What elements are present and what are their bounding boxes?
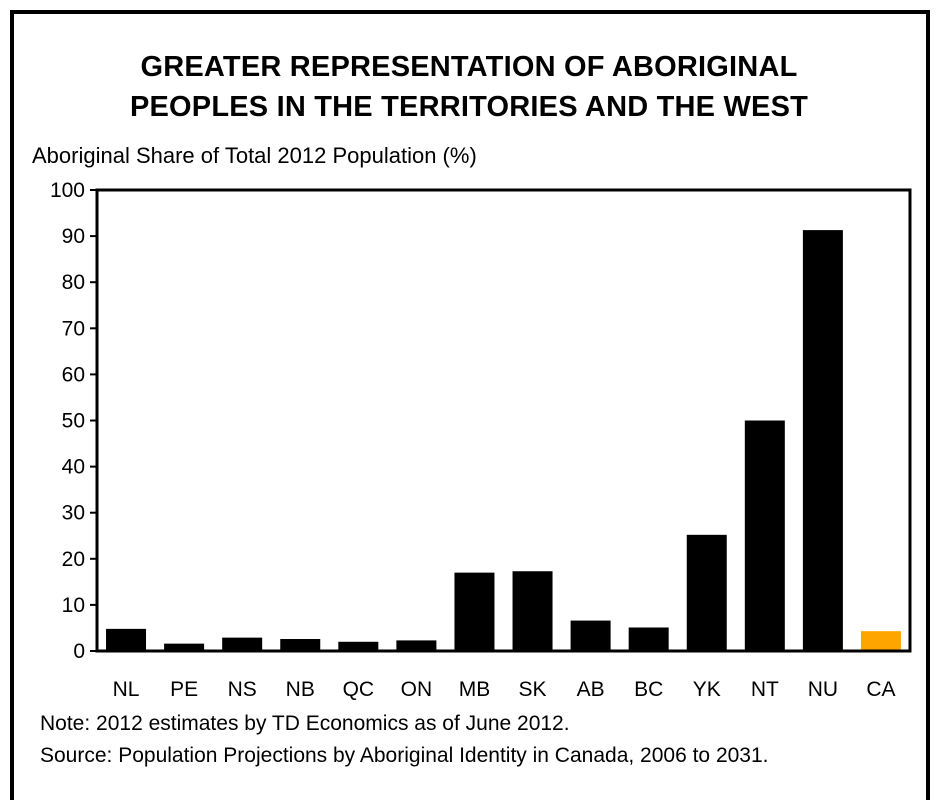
bar-nb <box>280 639 321 651</box>
x-tick-label-qc: QC <box>343 678 375 701</box>
x-tick-label-nl: NL <box>113 678 140 701</box>
plot-area-border <box>95 188 912 653</box>
y-tick-label: 10 <box>62 594 85 617</box>
bar-nt <box>744 420 785 651</box>
bar-mb <box>454 572 495 651</box>
bar-ca <box>860 631 901 651</box>
x-tick-label-ab: AB <box>577 678 605 701</box>
chart-title: GREATER REPRESENTATION OF ABORIGINAL PEO… <box>0 47 938 127</box>
y-tick-label: 60 <box>62 363 85 386</box>
x-tick-label-nb: NB <box>286 678 315 701</box>
x-tick-label-nu: NU <box>808 678 838 701</box>
y-tick-label: 90 <box>62 225 85 248</box>
y-tick-label: 20 <box>62 548 85 571</box>
y-tick-label: 30 <box>62 502 85 525</box>
chart-title-line-2: PEOPLES IN THE TERRITORIES AND THE WEST <box>129 91 809 123</box>
y-axis-ticks: 0 10 20 30 40 50 60 70 80 90 100 <box>50 179 97 663</box>
bar-ns <box>222 637 263 651</box>
y-tick-label: 70 <box>62 317 85 340</box>
chart-title-line-1: GREATER REPRESENTATION OF ABORIGINAL <box>140 51 798 83</box>
x-tick-label-mb: MB <box>459 678 491 701</box>
x-tick-label-yk: YK <box>693 678 721 701</box>
bar-on <box>396 640 437 651</box>
bar-yk <box>686 534 727 651</box>
x-tick-label-bc: BC <box>634 678 663 701</box>
x-tick-label-sk: SK <box>519 678 547 701</box>
x-axis-labels: NL PE NS NB QC ON MB SK AB BC YK NT NU CA <box>113 678 896 701</box>
notes: Note: 2012 estimates by TD Economics as … <box>40 708 769 772</box>
x-tick-label-nt: NT <box>751 678 779 701</box>
y-tick-label: 50 <box>62 410 85 433</box>
bar-nl <box>106 628 147 651</box>
bar-nu <box>802 230 843 651</box>
bars <box>106 230 901 651</box>
x-tick-label-on: ON <box>401 678 433 701</box>
x-tick-label-ca: CA <box>866 678 895 701</box>
x-tick-label-pe: PE <box>170 678 198 701</box>
note-text: Note: 2012 estimates by TD Economics as … <box>40 712 570 735</box>
y-tick-label: 40 <box>62 456 85 479</box>
chart-frame <box>10 10 930 800</box>
y-tick-label: 80 <box>62 271 85 294</box>
y-tick-label: 0 <box>73 640 85 663</box>
source-text: Source: Population Projections by Aborig… <box>40 744 769 767</box>
bar-pe <box>164 643 205 651</box>
x-tick-label-ns: NS <box>228 678 257 701</box>
y-axis-label: Aboriginal Share of Total 2012 Populatio… <box>32 143 477 168</box>
bar-ab <box>570 620 611 651</box>
bar-sk <box>512 571 553 651</box>
y-tick-label: 100 <box>50 179 85 202</box>
bar-qc <box>338 641 379 651</box>
bar-bc <box>628 627 669 651</box>
